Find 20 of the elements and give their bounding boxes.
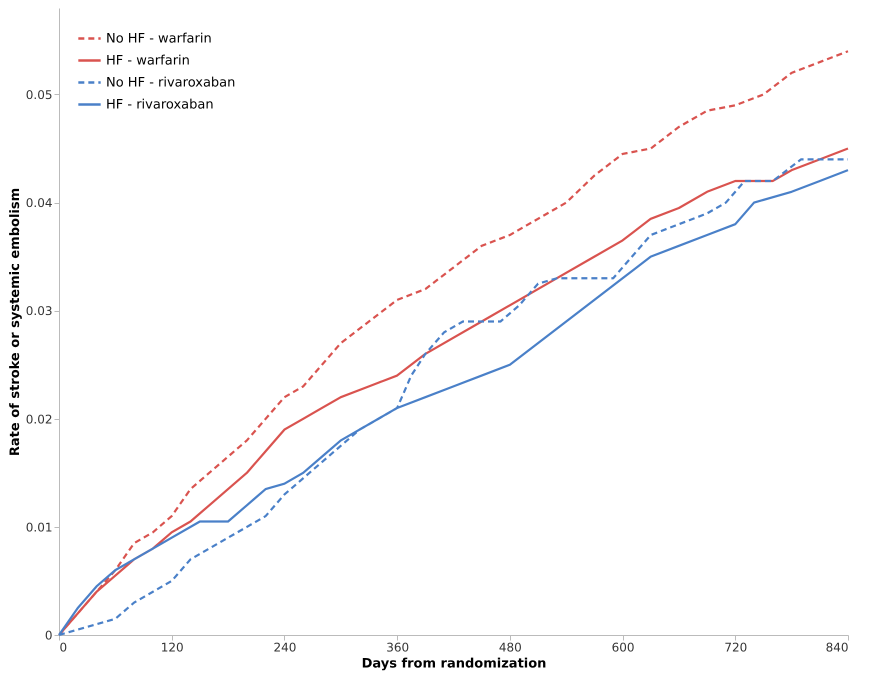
- y-axis-title: Rate of stroke or systemic embolism: [8, 188, 23, 456]
- legend-label: No HF - warfarin: [106, 32, 212, 46]
- y-tick-label: 0.04: [26, 196, 52, 210]
- x-tick-label: 0: [60, 640, 68, 654]
- x-tick-label: 840: [826, 640, 848, 654]
- x-tick-label: 600: [612, 640, 635, 654]
- x-tick-label: 120: [160, 640, 184, 654]
- y-tick-label: 0.03: [26, 304, 52, 318]
- legend-label: No HF - rivaroxaban: [106, 76, 236, 90]
- x-tick-label: 360: [386, 640, 410, 654]
- x-axis-title: Days from randomization: [362, 656, 546, 672]
- y-tick-label: 0.02: [26, 412, 52, 426]
- legend-label: HF - warfarin: [106, 54, 190, 68]
- x-tick-label: 480: [498, 640, 522, 654]
- x-tick-label: 240: [273, 640, 296, 654]
- x-tick-label: 720: [724, 640, 748, 654]
- y-tick-label: 0.01: [26, 520, 52, 534]
- y-tick-label: 0.05: [26, 88, 52, 102]
- legend-label: HF - rivaroxaban: [106, 98, 214, 112]
- y-tick-label: 0: [44, 628, 52, 642]
